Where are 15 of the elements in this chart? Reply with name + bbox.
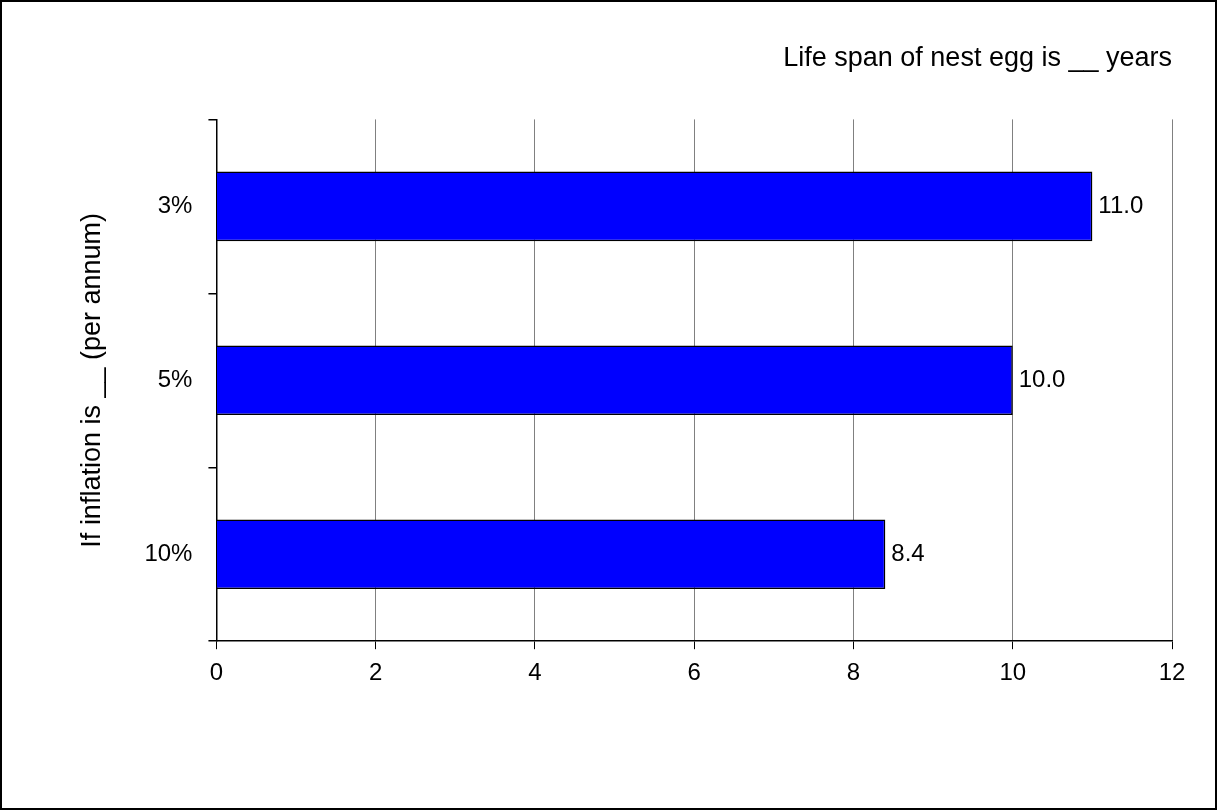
x-tick-label: 8 xyxy=(846,658,861,686)
x-tick-label: 10 xyxy=(999,658,1027,686)
y-tick-label: 5% xyxy=(157,364,193,392)
x-tick-label: 6 xyxy=(687,658,701,686)
x-tick-label: 0 xyxy=(209,658,224,686)
y-tick-label: 3% xyxy=(157,190,193,218)
y-axis-title: If inflation is __ (per annum) xyxy=(75,212,106,548)
data-label: 8.4 xyxy=(891,538,925,566)
x-tick-label: 4 xyxy=(528,658,542,686)
chart-title: Life span of nest egg is __ years xyxy=(783,41,1172,72)
data-label: 11.0 xyxy=(1098,190,1144,218)
x-tick-label: 2 xyxy=(369,658,383,686)
data-label: 10.0 xyxy=(1018,364,1066,392)
y-tick-label: 10% xyxy=(144,538,193,566)
x-tick-label: 12 xyxy=(1158,658,1186,686)
